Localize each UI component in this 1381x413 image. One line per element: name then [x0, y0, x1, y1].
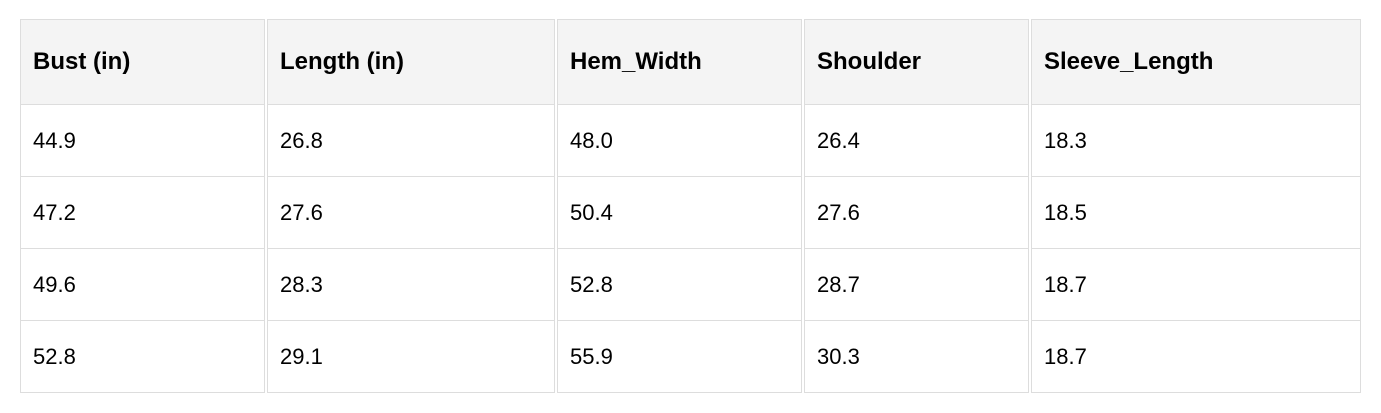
table-cell: 52.8 [557, 249, 802, 321]
table-cell: 47.2 [20, 177, 265, 249]
measurements-table: Bust (in) Length (in) Hem_Width Shoulder… [18, 19, 1363, 393]
header-cell: Hem_Width [557, 19, 802, 105]
table-cell: 29.1 [267, 321, 555, 393]
table-cell: 28.7 [804, 249, 1029, 321]
table-row: 52.8 29.1 55.9 30.3 18.7 [20, 321, 1361, 393]
table-cell: 44.9 [20, 105, 265, 177]
table-cell: 26.8 [267, 105, 555, 177]
table-cell: 50.4 [557, 177, 802, 249]
table-cell: 49.6 [20, 249, 265, 321]
table-cell: 28.3 [267, 249, 555, 321]
table-cell: 18.7 [1031, 249, 1361, 321]
header-cell: Shoulder [804, 19, 1029, 105]
header-cell: Sleeve_Length [1031, 19, 1361, 105]
header-cell: Length (in) [267, 19, 555, 105]
header-row: Bust (in) Length (in) Hem_Width Shoulder… [20, 19, 1361, 105]
table-row: 49.6 28.3 52.8 28.7 18.7 [20, 249, 1361, 321]
table-cell: 26.4 [804, 105, 1029, 177]
table-cell: 55.9 [557, 321, 802, 393]
table-cell: 18.7 [1031, 321, 1361, 393]
table-cell: 52.8 [20, 321, 265, 393]
table-row: 44.9 26.8 48.0 26.4 18.3 [20, 105, 1361, 177]
table-cell: 18.3 [1031, 105, 1361, 177]
table-row: 47.2 27.6 50.4 27.6 18.5 [20, 177, 1361, 249]
table-cell: 18.5 [1031, 177, 1361, 249]
table-cell: 30.3 [804, 321, 1029, 393]
table-cell: 27.6 [804, 177, 1029, 249]
table-cell: 27.6 [267, 177, 555, 249]
table-cell: 48.0 [557, 105, 802, 177]
header-cell: Bust (in) [20, 19, 265, 105]
